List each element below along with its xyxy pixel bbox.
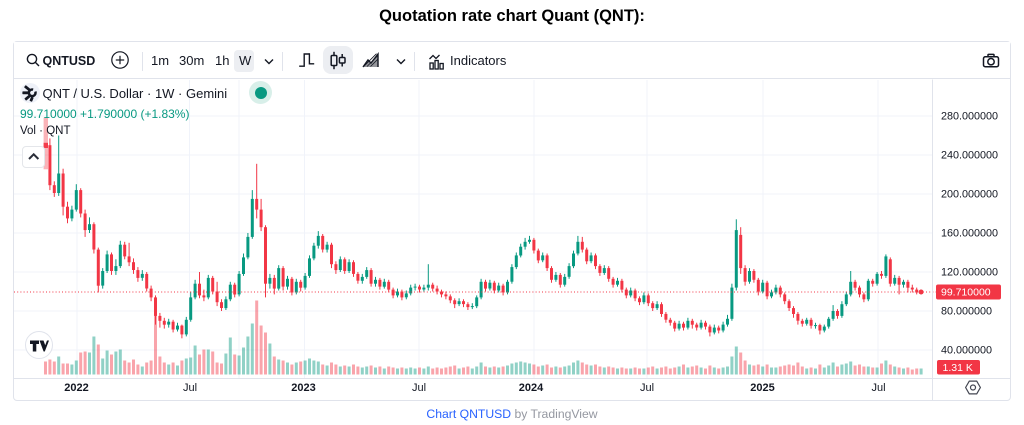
svg-text:120.000000: 120.000000 bbox=[941, 267, 998, 279]
svg-text:2022: 2022 bbox=[64, 382, 88, 394]
svg-text:Jul: Jul bbox=[183, 382, 197, 394]
svg-text:80.000000: 80.000000 bbox=[941, 306, 992, 318]
svg-text:Jul: Jul bbox=[640, 382, 654, 394]
svg-text:2025: 2025 bbox=[750, 382, 774, 394]
svg-text:200.000000: 200.000000 bbox=[941, 189, 998, 201]
svg-text:240.000000: 240.000000 bbox=[941, 150, 998, 162]
svg-text:1.31 K: 1.31 K bbox=[943, 362, 973, 374]
svg-text:Jul: Jul bbox=[412, 382, 426, 394]
svg-text:40.000000: 40.000000 bbox=[941, 345, 992, 357]
svg-text:Jul: Jul bbox=[871, 382, 885, 394]
svg-text:280.000000: 280.000000 bbox=[941, 111, 998, 123]
svg-text:99.710000: 99.710000 bbox=[941, 287, 991, 299]
svg-text:2024: 2024 bbox=[519, 382, 544, 394]
svg-text:160.000000: 160.000000 bbox=[941, 228, 998, 240]
svg-text:2023: 2023 bbox=[291, 382, 315, 394]
